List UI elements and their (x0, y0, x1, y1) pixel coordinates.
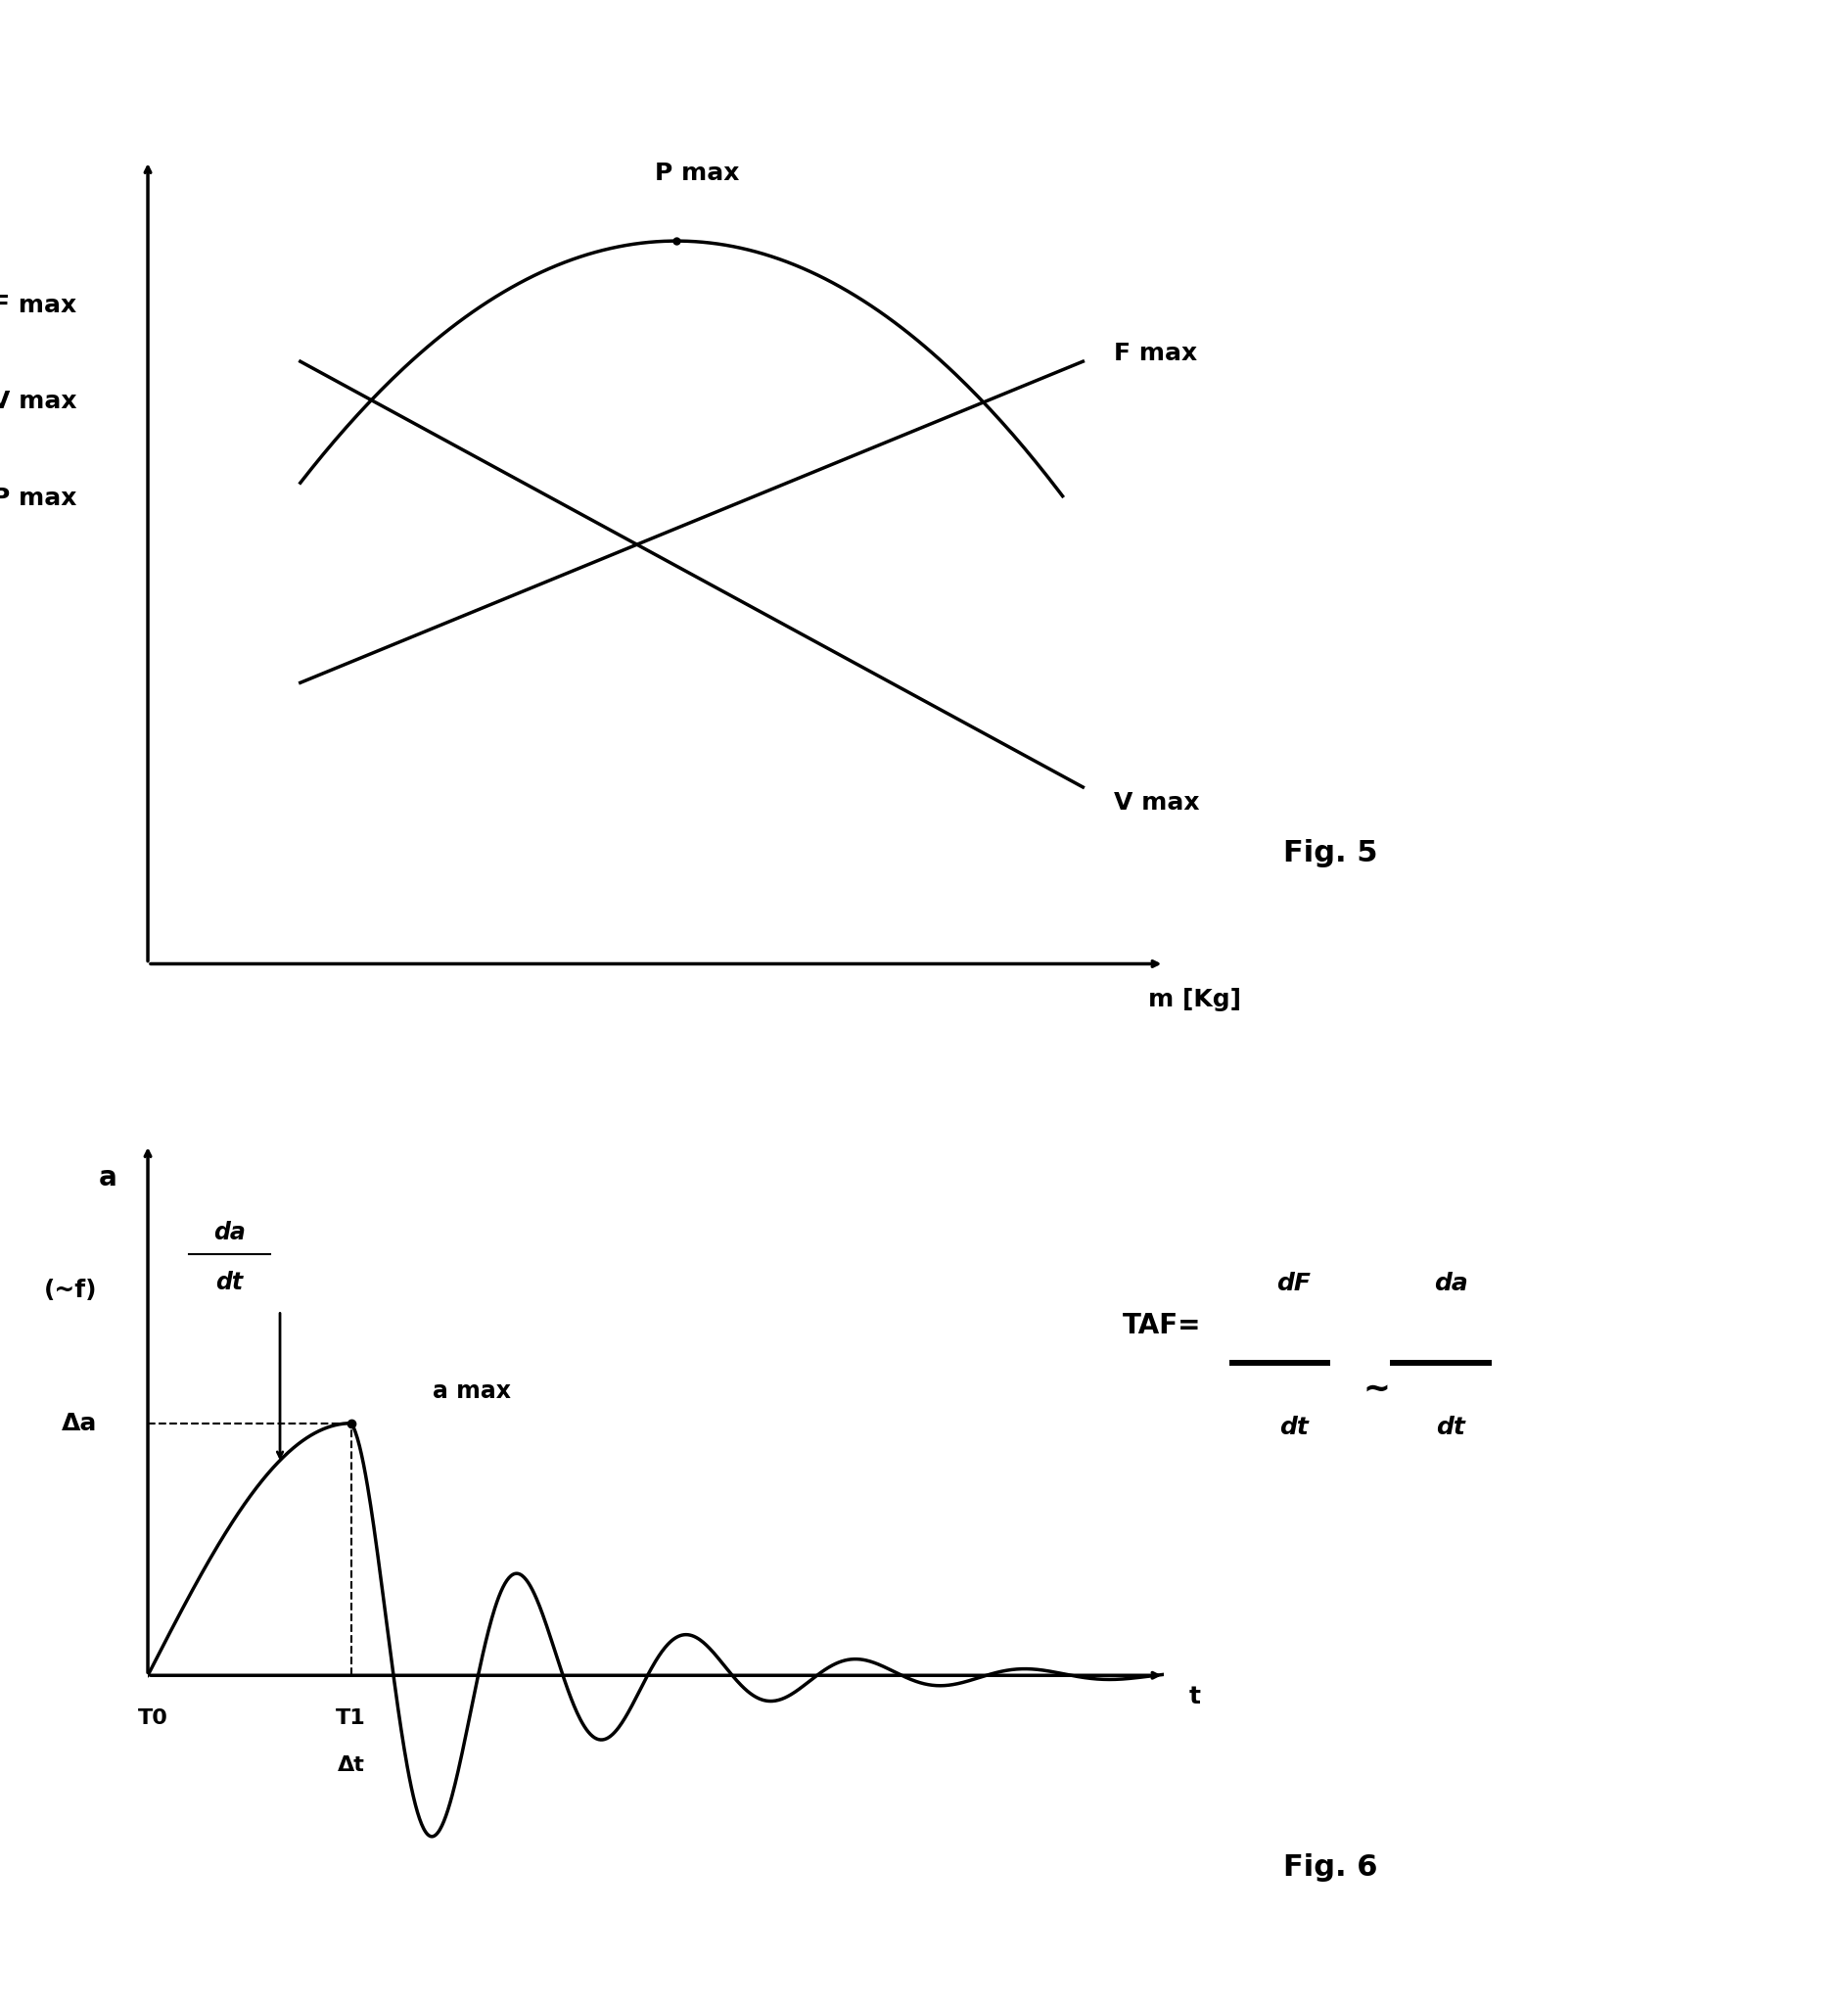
Text: P max: P max (0, 486, 76, 510)
Text: T1: T1 (336, 1709, 366, 1729)
Text: dt: dt (216, 1271, 242, 1293)
Text: F max: F max (1114, 341, 1198, 365)
Text: Fig. 6: Fig. 6 (1283, 1853, 1379, 1881)
Text: Δa: Δa (61, 1412, 96, 1436)
Text: t: t (1188, 1685, 1201, 1709)
Text: (~f): (~f) (44, 1279, 96, 1303)
Text: ~: ~ (1364, 1373, 1390, 1406)
Text: dt: dt (1279, 1416, 1308, 1440)
Text: dt: dt (1436, 1416, 1465, 1440)
Text: a: a (100, 1165, 118, 1191)
Text: Δt: Δt (338, 1755, 364, 1775)
Text: P max: P max (654, 161, 739, 185)
Text: Fig. 5: Fig. 5 (1283, 839, 1379, 867)
Text: TAF=: TAF= (1122, 1311, 1201, 1339)
Text: da: da (1434, 1271, 1467, 1295)
Text: T0: T0 (139, 1709, 168, 1729)
Text: dF: dF (1277, 1271, 1310, 1295)
Text: m [Kg]: m [Kg] (1148, 988, 1242, 1012)
Text: a max: a max (432, 1379, 510, 1404)
Text: V max: V max (0, 390, 76, 414)
Text: V max: V max (1114, 791, 1199, 815)
Text: da: da (213, 1221, 246, 1245)
Text: F max: F max (0, 293, 76, 317)
